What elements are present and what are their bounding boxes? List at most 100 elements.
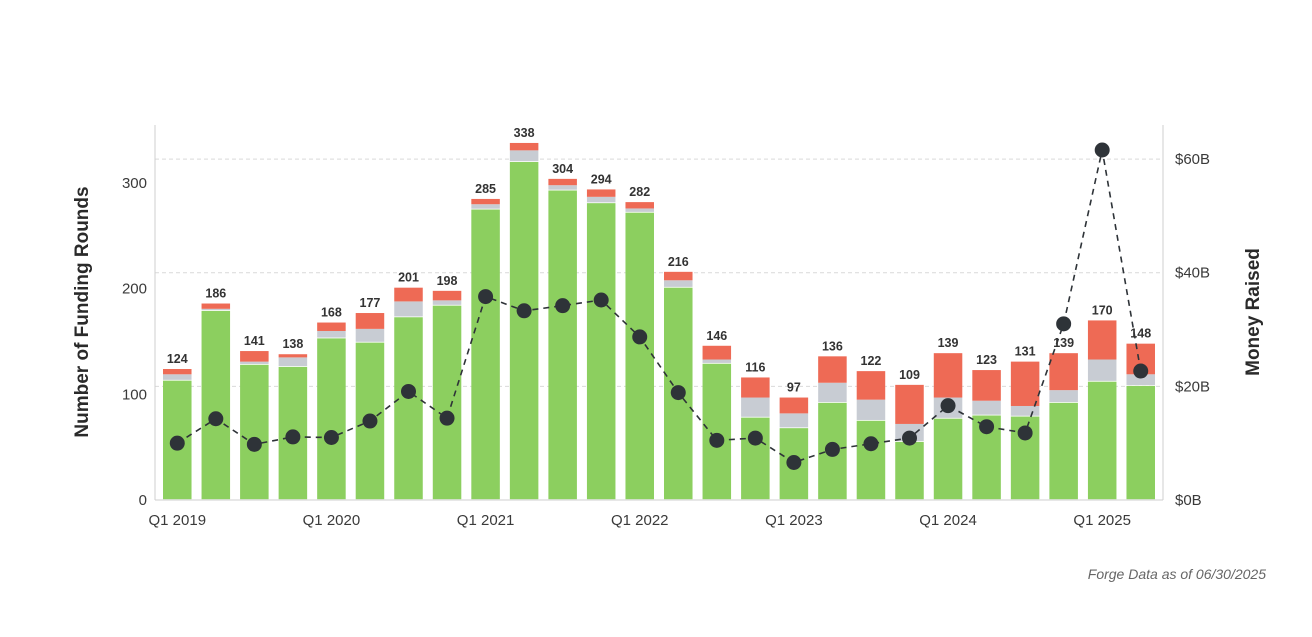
bar-total-label: 168 [321, 306, 342, 320]
money-raised-point [285, 429, 301, 445]
money-raised-point [516, 303, 532, 319]
bar-segment-red [779, 397, 809, 414]
bar-segment-red [201, 303, 231, 309]
money-raised-point [902, 430, 917, 446]
bar-segment-red [818, 356, 847, 383]
bar-segment-gray [509, 150, 539, 162]
bar-total-label: 141 [244, 334, 265, 348]
x-tick-label: Q1 2025 [1073, 512, 1131, 529]
bar-segment-gray [394, 301, 423, 317]
money-raised-point [863, 436, 879, 452]
money-raised-point [362, 413, 378, 429]
money-raised-point [169, 435, 185, 451]
bar-total-label: 109 [899, 368, 920, 382]
bar-segment-gray [1126, 374, 1155, 386]
bar-segment-red [933, 353, 963, 398]
bar-total-label: 123 [976, 353, 997, 367]
y2-tick-label: $60B [1175, 151, 1210, 168]
y-tick-label: 300 [122, 175, 147, 192]
bar-total-label: 282 [629, 185, 650, 199]
bar-segment-gray [625, 208, 654, 212]
bar-segment-gray [317, 330, 346, 338]
bar-segment-gray [432, 300, 462, 305]
bar-total-label: 131 [1015, 345, 1036, 359]
bar-segment-gray [201, 308, 231, 311]
bar-segment-gray [818, 382, 847, 403]
bar-segment-gray [1049, 390, 1078, 403]
bar-segment-gray [741, 397, 770, 417]
bar-segment-red [895, 384, 924, 424]
y-tick-label: 200 [122, 281, 147, 298]
bar-total-label: 139 [938, 336, 959, 350]
bar-total-label: 198 [437, 274, 458, 288]
bar-segment-red [586, 189, 616, 197]
bar-segment-gray [471, 204, 500, 209]
bar-segment-red [856, 371, 886, 400]
bar-segment-gray [548, 185, 577, 190]
bar-total-label: 216 [668, 255, 689, 269]
bar-segment-gray [586, 196, 616, 203]
bar-segment-green [471, 209, 500, 500]
bar-segment-red [972, 370, 1001, 401]
bar-segment-green [625, 212, 654, 500]
bar-segment-green [240, 364, 269, 500]
bar-total-label: 304 [552, 162, 573, 176]
y2-axis-title: Money Raised [1243, 248, 1264, 376]
bar-segment-green [933, 418, 963, 500]
money-raised-point [478, 289, 494, 305]
tick-labels: 0 100 200 300 $0B $20B $40B $60B Q1 2019 Q1 2020 Q… [122, 151, 1210, 529]
bar-segment-red [548, 178, 577, 186]
x-tick-label: Q1 2024 [919, 512, 977, 529]
money-raised-point [940, 398, 956, 414]
y2-tick-label: $0B [1175, 492, 1202, 509]
bar-segment-red [1010, 361, 1040, 406]
money-raised-point [246, 436, 262, 452]
bar-segment-red [278, 354, 308, 358]
axes [154, 125, 1164, 501]
bar-segment-red [664, 271, 693, 281]
bar-segment-green [317, 338, 346, 500]
money-raised-point [824, 441, 840, 457]
bar-segment-red [471, 198, 500, 205]
bar-segment-red [509, 142, 539, 151]
bar-total-label: 138 [282, 337, 303, 351]
bar-segment-green [1049, 402, 1078, 500]
bar-total-label: 146 [706, 329, 727, 343]
bar-segment-gray [240, 361, 269, 364]
money-raised-point [979, 419, 995, 435]
bar-segment-gray [664, 280, 693, 287]
bar-segment-gray [972, 400, 1001, 415]
y2-tick-label: $20B [1175, 378, 1210, 395]
bar-segment-red [317, 322, 346, 331]
money-raised-point [1133, 363, 1149, 379]
money-raised-point [709, 432, 725, 448]
bar-segment-green [895, 441, 924, 500]
bar-segment-red [625, 202, 654, 209]
bar-segment-gray [702, 359, 732, 363]
x-tick-label: Q1 2019 [148, 512, 206, 529]
money-raised-point [670, 385, 686, 401]
money-raised-line [169, 142, 1149, 470]
money-raised-point [632, 329, 648, 345]
bar-total-label: 294 [591, 172, 612, 186]
money-raised-point [1056, 316, 1072, 332]
bar-segment-green [201, 310, 231, 500]
bar-segment-green [741, 417, 770, 500]
bar-segment-green [702, 363, 732, 500]
bar-total-label: 170 [1092, 303, 1113, 317]
x-tick-label: Q1 2022 [611, 512, 669, 529]
bar-total-label: 186 [205, 287, 226, 301]
x-tick-label: Q1 2020 [303, 512, 361, 529]
money-raised-point [1094, 142, 1110, 158]
bar-segment-red [240, 351, 269, 362]
bar-segment-green [394, 317, 423, 500]
x-tick-label: Q1 2021 [457, 512, 515, 529]
bar-total-label: 201 [398, 271, 419, 285]
bar-segment-green [509, 161, 539, 500]
money-raised-point [555, 298, 571, 314]
y2-tick-label: $40B [1175, 265, 1210, 282]
bar-segment-green [432, 305, 462, 500]
bar-total-label: 122 [861, 354, 882, 368]
bar-total-label: 177 [360, 296, 381, 310]
